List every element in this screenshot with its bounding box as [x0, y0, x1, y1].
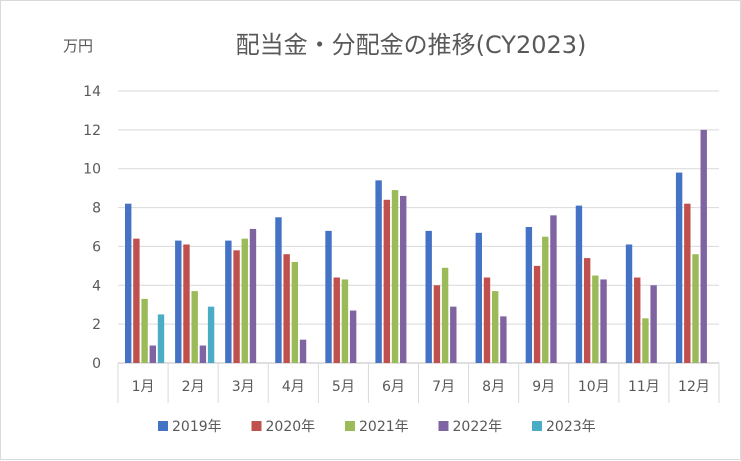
x-axis: 1月 2月 3月 4月 5月 6月 7月 8月 9月 10月 11月 12月 [117, 363, 720, 403]
bar-2022年-2月 [199, 345, 207, 363]
y-tick-label: 8 [92, 201, 101, 217]
bar-2020年-7月 [433, 285, 441, 363]
unit-label: 万円 [63, 37, 93, 55]
legend-label: 2019年 [172, 419, 222, 435]
legend-swatch-2020年 [251, 421, 262, 431]
bar-2021年-8月 [491, 291, 499, 363]
x-tick-label: 3月 [232, 379, 255, 395]
y-tick-label: 4 [92, 278, 101, 294]
bar-2023年-1月 [157, 314, 165, 363]
bar-2020年-8月 [483, 277, 491, 363]
y-tick-label: 12 [83, 123, 101, 139]
bar-2019年-3月 [225, 240, 232, 363]
bar-2021年-6月 [391, 190, 399, 363]
bar-2021年-4月 [291, 261, 299, 363]
y-tick-label: 0 [92, 356, 101, 372]
y-axis: 0 2 4 6 8 10 12 14 [83, 84, 101, 372]
bar-2019年-5月 [325, 230, 332, 363]
bar-2020年-4月 [283, 254, 290, 363]
bar-2019年-6月 [375, 180, 382, 363]
bar-2020年-5月 [333, 277, 340, 363]
grid-layer [118, 90, 719, 364]
bar-2020年-10月 [583, 258, 591, 363]
bar-2019年-10月 [575, 205, 583, 363]
bar-2021年-5月 [341, 279, 349, 363]
legend-swatch-2021年 [345, 421, 355, 431]
legend: 2019年 2020年 2021年 2022年 2023年 [158, 419, 596, 435]
bar-2020年-12月 [684, 203, 691, 363]
bar-2019年-4月 [275, 217, 282, 363]
bar-2021年-10月 [592, 275, 599, 363]
legend-swatch-2023年 [532, 421, 542, 431]
legend-label: 2022年 [453, 419, 503, 435]
bar-2020年-1月 [133, 238, 140, 363]
bar-2021年-12月 [692, 254, 699, 363]
bar-2022年-5月 [349, 310, 357, 363]
bar-2019年-2月 [175, 240, 182, 363]
y-tick-label: 10 [83, 162, 101, 178]
y-tick-label: 2 [92, 317, 101, 333]
bar-2020年-6月 [383, 199, 391, 363]
bar-2022年-3月 [249, 228, 257, 363]
bar-2020年-11月 [634, 277, 641, 363]
bar-2019年-1月 [125, 203, 132, 363]
bar-2022年-6月 [400, 195, 407, 363]
x-tick-label: 1月 [132, 379, 155, 395]
bar-2022年-9月 [550, 215, 557, 363]
x-tick-label: 7月 [432, 379, 455, 395]
bar-2021年-2月 [191, 291, 198, 363]
x-tick-label: 8月 [482, 379, 505, 395]
bar-2021年-11月 [642, 318, 649, 363]
x-tick-label: 9月 [532, 379, 555, 395]
bar-2019年-12月 [675, 172, 683, 363]
x-tick-label: 12月 [678, 379, 710, 395]
bar-2022年-1月 [149, 345, 156, 363]
bar-2022年-10月 [600, 279, 607, 363]
x-tick-label: 5月 [332, 379, 355, 395]
bar-2022年-7月 [450, 306, 457, 363]
bar-2019年-9月 [525, 227, 533, 363]
x-tick-label: 6月 [382, 379, 405, 395]
bar-2022年-8月 [500, 316, 507, 363]
x-tick-label: 4月 [282, 379, 305, 395]
y-tick-label: 6 [92, 239, 101, 255]
bar-2022年-11月 [650, 285, 657, 363]
chart-title: 配当金・分配金の推移(CY2023) [236, 31, 587, 59]
bar-2019年-8月 [475, 232, 482, 363]
legend-swatch-2019年 [158, 421, 168, 431]
bar-2021年-1月 [141, 298, 148, 363]
x-tick-label: 10月 [578, 379, 610, 395]
bar-2020年-3月 [233, 250, 240, 363]
bar-2021年-9月 [542, 236, 549, 363]
y-tick-label: 14 [83, 84, 101, 100]
bar-2021年-3月 [241, 238, 248, 363]
bars-layer [125, 129, 707, 363]
bar-2019年-11月 [625, 244, 633, 363]
bar-2019年-7月 [425, 230, 432, 363]
legend-label: 2023年 [546, 419, 596, 435]
bar-2022年-4月 [299, 339, 307, 363]
bar-2023年-2月 [207, 306, 215, 363]
bar-2020年-2月 [183, 244, 190, 363]
x-tick-label: 11月 [628, 379, 660, 395]
legend-label: 2020年 [266, 419, 316, 435]
bar-2022年-12月 [700, 129, 707, 363]
bar-2020年-9月 [533, 265, 541, 363]
legend-swatch-2022年 [438, 421, 449, 431]
legend-label: 2021年 [359, 419, 409, 435]
bar-2021年-7月 [441, 267, 449, 363]
x-tick-label: 2月 [182, 379, 205, 395]
